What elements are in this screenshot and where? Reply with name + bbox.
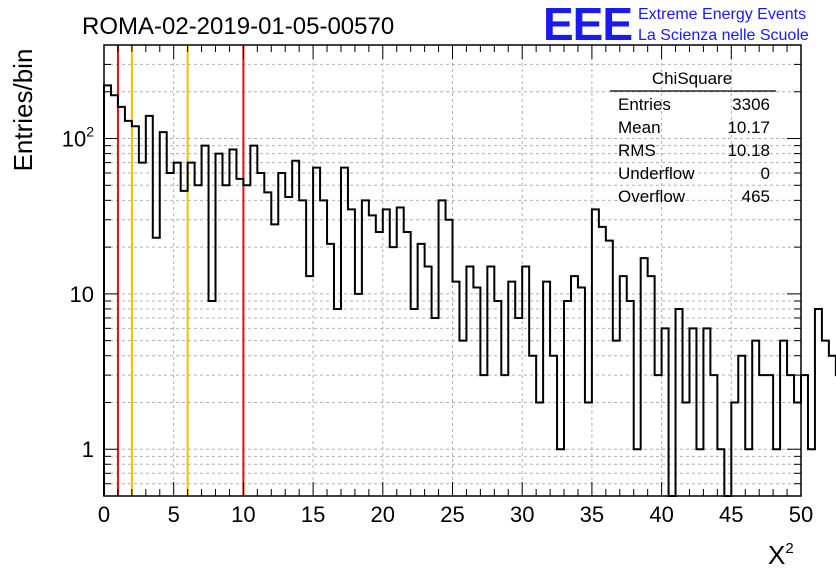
stats-underflow-value: 0 [761, 164, 770, 183]
x-tick-label: 0 [98, 502, 110, 527]
x-tick-label: 20 [371, 502, 395, 527]
x-tick-label: 5 [168, 502, 180, 527]
stats-mean-value: 10.17 [727, 118, 770, 137]
stats-box-title: ChiSquare [652, 69, 732, 88]
stats-entries-label: Entries [618, 95, 671, 114]
stats-box: ChiSquare Entries 3306 Mean 10.17 RMS 10… [610, 69, 776, 206]
eee-logo-mark: EEE [543, 0, 632, 50]
x-tick-label: 35 [580, 502, 604, 527]
stats-mean-label: Mean [618, 118, 661, 137]
x-tick-label: 25 [440, 502, 464, 527]
x-axis-ticks: 0 5 10 15 20 25 30 35 40 45 50 [98, 45, 813, 527]
x-tick-label: 50 [789, 502, 813, 527]
stats-rms-value: 10.18 [727, 141, 770, 160]
stats-overflow-label: Overflow [618, 187, 686, 206]
y-axis-label: Entries/bin [8, 49, 38, 172]
y-axis-ticks: 1 10 102 [62, 44, 801, 497]
histogram-series [103, 84, 836, 497]
x-tick-label: 15 [301, 502, 325, 527]
x-tick-label: 40 [649, 502, 673, 527]
stats-rms-label: RMS [618, 141, 656, 160]
x-tick-label: 10 [231, 502, 255, 527]
stats-entries-value: 3306 [732, 95, 770, 114]
x-tick-label: 30 [510, 502, 534, 527]
y-tick-label: 102 [62, 124, 94, 152]
x-tick-label: 45 [719, 502, 743, 527]
y-tick-label: 10 [70, 282, 94, 307]
stats-underflow-label: Underflow [618, 164, 695, 183]
stats-overflow-value: 465 [742, 187, 770, 206]
logo-line-2: La Scienza nelle Scuole [638, 27, 809, 44]
y-tick-label: 1 [82, 437, 94, 462]
logo-line-1: Extreme Energy Events [638, 6, 806, 23]
threshold-lines [116, 45, 245, 496]
chart-title: ROMA-02-2019-01-05-00570 [82, 13, 394, 40]
histogram-step-line [103, 84, 836, 497]
eee-logo: EEE Extreme Energy Events La Scienza nel… [543, 0, 809, 50]
x-axis-label: X2 [768, 540, 794, 570]
